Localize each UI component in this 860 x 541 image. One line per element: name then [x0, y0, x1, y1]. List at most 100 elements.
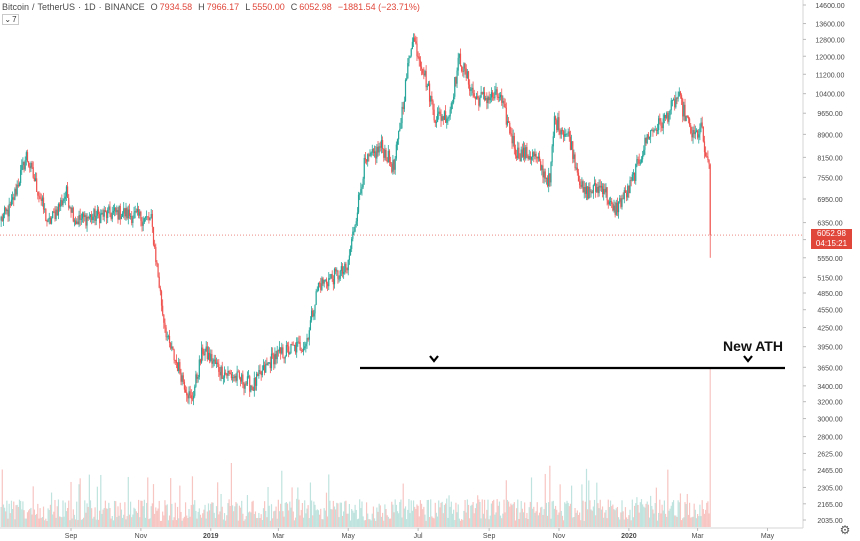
- volume-bar: [422, 509, 424, 527]
- volume-bar: [467, 504, 470, 527]
- candle-body: [619, 198, 621, 202]
- candle-body: [667, 112, 669, 122]
- candle-body: [115, 207, 117, 213]
- candle-body: [64, 196, 66, 199]
- volume-bar: [206, 511, 208, 527]
- candle-body: [109, 206, 111, 215]
- volume-bar: [369, 519, 371, 527]
- volume-bar: [430, 499, 432, 527]
- candle-body: [596, 186, 598, 192]
- y-tick-label: 2035.00: [817, 518, 842, 525]
- candle-body: [251, 386, 253, 388]
- volume-bar: [495, 512, 497, 527]
- volume-bar: [217, 482, 219, 527]
- volume-bar: [5, 511, 7, 527]
- candle-body: [556, 120, 558, 130]
- candle-body: [172, 346, 174, 350]
- candle-body: [118, 206, 120, 220]
- volume-bar: [242, 513, 244, 527]
- candle-body: [281, 347, 283, 354]
- y-tick-label: 11200.00: [816, 72, 845, 79]
- volume-bar: [579, 512, 581, 527]
- candle-body: [609, 201, 612, 202]
- volume-bar: [284, 502, 286, 527]
- volume-bar: [450, 501, 452, 527]
- volume-bar: [45, 518, 47, 527]
- volume-bar: [227, 503, 229, 527]
- volume-bar: [85, 512, 87, 527]
- candle-body: [42, 197, 45, 210]
- volume-bar: [9, 513, 11, 527]
- volume-bar: [582, 500, 584, 527]
- volume-bar: [340, 502, 342, 527]
- volume-bar: [477, 495, 479, 527]
- interval-label[interactable]: 1D: [84, 2, 96, 12]
- volume-bar: [73, 514, 76, 527]
- volume-bar: [105, 508, 108, 527]
- candle-body: [258, 370, 260, 376]
- candle-body: [684, 104, 686, 122]
- volume-bar: [616, 506, 619, 527]
- last-price-tag: 6052.98: [811, 229, 852, 240]
- volume-bar: [456, 512, 458, 527]
- candle-body: [236, 371, 238, 381]
- candle-body: [409, 55, 411, 58]
- candle-body: [670, 100, 672, 111]
- y-tick-label: 13600.00: [815, 22, 844, 29]
- candle-body: [687, 117, 690, 119]
- candle-body: [231, 377, 234, 379]
- volume-bar: [399, 502, 401, 527]
- candle-body: [343, 272, 345, 274]
- candle-body: [31, 162, 33, 168]
- candle-body: [24, 160, 26, 170]
- indicators-collapse-button[interactable]: ⌄ 7: [2, 14, 19, 25]
- volume-bar: [312, 515, 314, 527]
- candle-body: [262, 365, 265, 371]
- candle-body: [312, 310, 314, 317]
- candle-body: [174, 359, 176, 361]
- candle-body: [418, 56, 420, 61]
- x-tick-label: Nov: [553, 533, 566, 540]
- candle-body: [93, 209, 95, 217]
- candle-body: [62, 201, 64, 206]
- candle-body: [604, 188, 606, 193]
- volume-bar: [127, 476, 129, 527]
- volume-bar: [238, 505, 241, 527]
- volume-bar: [381, 512, 384, 527]
- candle-body: [305, 343, 307, 347]
- gear-icon[interactable]: ⚙: [839, 523, 851, 537]
- candle-body: [252, 387, 254, 392]
- candle-body: [601, 186, 604, 194]
- candle-body: [5, 207, 7, 212]
- candle-body: [464, 63, 466, 69]
- volume-bar: [482, 513, 485, 527]
- volume-bar: [676, 516, 678, 527]
- volume-bar: [112, 520, 115, 527]
- volume-bar: [527, 519, 529, 527]
- volume-bar: [537, 515, 539, 527]
- candle-body: [215, 362, 218, 364]
- volume-bar: [38, 518, 40, 527]
- volume-bar: [532, 508, 534, 527]
- candle-body: [131, 216, 133, 223]
- volume-bar: [204, 504, 206, 527]
- y-tick-label: 10400.00: [815, 92, 844, 99]
- y-tick-label: 4850.00: [817, 291, 842, 298]
- candle-body: [504, 103, 506, 108]
- candle-body: [367, 154, 369, 162]
- volume-bar: [249, 511, 251, 527]
- candle-body: [377, 146, 379, 153]
- volume-bar: [60, 516, 62, 527]
- volume-bar: [634, 505, 636, 527]
- volume-bar: [321, 519, 323, 527]
- candle-body: [695, 130, 698, 132]
- volume-bar: [134, 508, 136, 527]
- volume-bar: [698, 516, 700, 527]
- volume-bar: [615, 508, 617, 527]
- candle-body: [616, 202, 619, 213]
- symbol-name[interactable]: Bitcoin: [2, 2, 30, 12]
- candle-body: [629, 180, 631, 194]
- quote-name[interactable]: TetherUS: [37, 2, 76, 12]
- candle-body: [313, 313, 315, 317]
